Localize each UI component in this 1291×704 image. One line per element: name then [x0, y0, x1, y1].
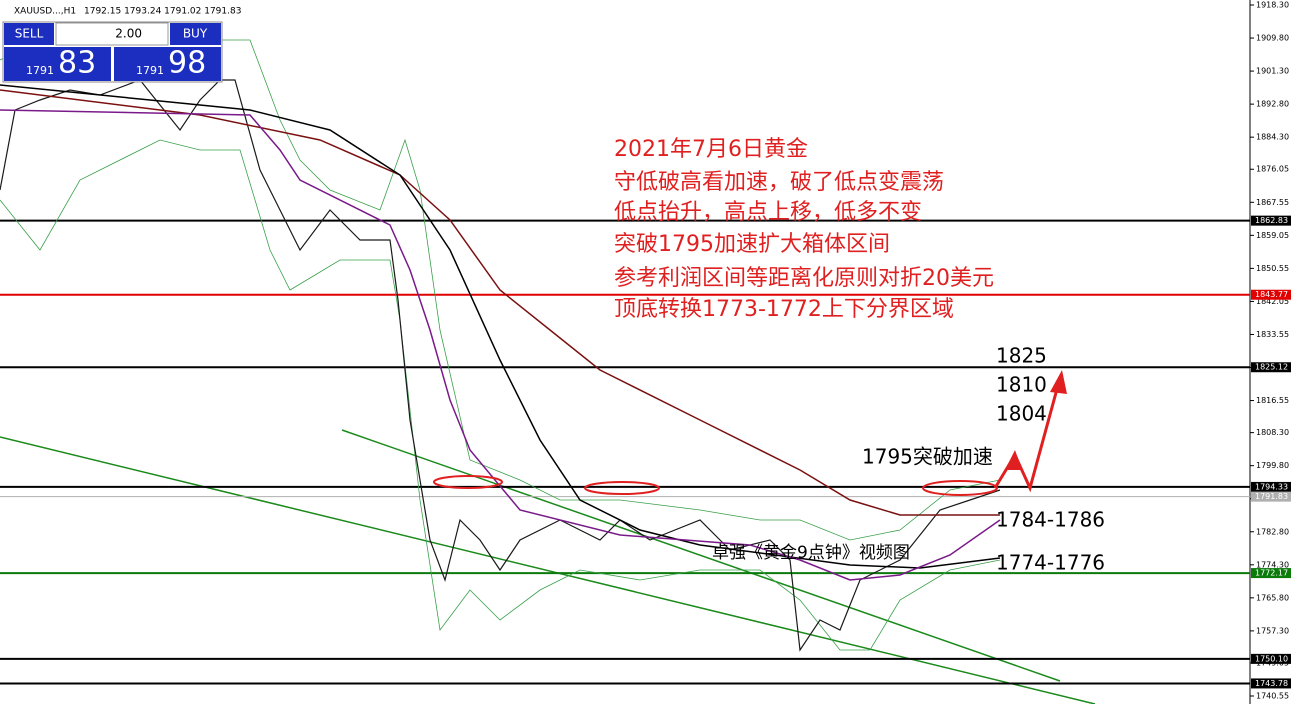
tick-label: 1884.30 — [1256, 133, 1289, 142]
level-tag — [1251, 568, 1291, 579]
watermark: 卓强《黄金9点钟》视频图 — [712, 543, 910, 563]
price-trace — [0, 79, 1001, 652]
level-tag — [1251, 481, 1291, 492]
target-label: 1804 — [996, 402, 1047, 426]
tick-label: 1774.30 — [1256, 560, 1289, 569]
level-tag — [1251, 491, 1291, 502]
lot-value: 2.00 — [115, 27, 142, 41]
tick-label: 1833.55 — [1256, 330, 1289, 339]
ask-big: 1791 — [136, 64, 164, 77]
ma-mid — [0, 84, 1001, 569]
tick-label: 1757.30 — [1256, 626, 1289, 635]
ask-small: 98 — [168, 46, 206, 81]
breakout-label: 1795突破加速 — [862, 445, 993, 469]
symbol: XAUUSD...,H1 — [14, 7, 76, 17]
channel-upper — [341, 429, 1061, 682]
annotations: 2021年7月6日黄金 守低破高看加速，破了低点变震荡 低点抬升，高点上移，低多… — [614, 137, 1105, 575]
tick-label: 1850.55 — [1256, 264, 1289, 273]
level-tag — [1251, 289, 1291, 300]
ask-box[interactable] — [114, 47, 221, 81]
tick-label: 1740.55 — [1256, 692, 1289, 701]
target-label: 1810 — [996, 373, 1047, 397]
ohlc: 1792.15 1793.24 1791.02 1791.83 — [84, 7, 241, 17]
level-tag — [1251, 362, 1291, 373]
tick-label: 1808.30 — [1256, 428, 1289, 437]
ma-fast — [0, 109, 1001, 581]
level-label: 1862.83 — [1255, 216, 1288, 225]
tick-label: 1867.55 — [1256, 198, 1289, 207]
annotation-line: 参考利润区间等距离化原则对折20美元 — [614, 266, 994, 291]
tick-label: 1842.05 — [1256, 297, 1289, 306]
level-label: 1750.10 — [1255, 654, 1288, 663]
tick-label: 1892.80 — [1256, 100, 1289, 109]
tick-label: 1782.80 — [1256, 527, 1289, 536]
annotation-line: 突破1795加速扩大箱体区间 — [614, 232, 890, 257]
highlight-ellipse — [584, 481, 660, 495]
tick-label: 1909.80 — [1256, 34, 1289, 43]
level-label: 1791.83 — [1255, 492, 1288, 501]
tick-label: 1799.80 — [1256, 461, 1289, 470]
highlight-ellipse — [922, 480, 998, 496]
tick-label: 1901.30 — [1256, 67, 1289, 76]
buy-button[interactable] — [170, 23, 221, 45]
annotation-line: 低点抬升，高点上移，低多不变 — [614, 200, 922, 225]
bid-box[interactable] — [4, 47, 111, 81]
zone-label: 1784-1786 — [996, 508, 1105, 532]
zone-label: 1774-1776 — [996, 551, 1105, 575]
bid-small: 83 — [58, 46, 96, 81]
level-lines — [0, 219, 1250, 685]
tick-label: 1859.05 — [1256, 231, 1289, 240]
tick-label: 1816.55 — [1256, 396, 1289, 405]
level-tag — [1251, 653, 1291, 664]
level-label: 1743.78 — [1255, 679, 1288, 688]
tick-label: 1876.05 — [1256, 165, 1289, 174]
buy-label: BUY — [183, 27, 208, 41]
tick-label: 1765.80 — [1256, 593, 1289, 602]
level-label: 1825.12 — [1255, 363, 1288, 372]
arrow-head — [1005, 450, 1022, 470]
level-tag — [1251, 678, 1291, 689]
price-axis: 1918.30 1909.80 1901.30 1892.80 1884.30 1876.… — [1250, 1, 1291, 701]
target-label: 1825 — [996, 344, 1047, 368]
level-label: 1772.17 — [1255, 569, 1288, 578]
lot-input[interactable] — [55, 22, 169, 46]
trade-panel: SELL 2.00 BUY 1791 83 1791 98 — [2, 21, 223, 83]
sell-label: SELL — [15, 27, 44, 41]
band-lower — [0, 139, 1001, 651]
arrow-path — [993, 377, 1062, 493]
annotation-line: 守低破高看加速，破了低点变震荡 — [614, 170, 944, 195]
annotation-line: 顶底转换1773-1772上下分界区域 — [614, 297, 954, 322]
level-label: 1794.33 — [1255, 482, 1288, 491]
tick-label: 1918.30 — [1256, 1, 1289, 10]
ma-slow — [0, 89, 1000, 516]
level-label: 1843.77 — [1255, 290, 1288, 299]
arrow-head — [1050, 370, 1067, 394]
highlight-ellipse — [433, 475, 503, 489]
level-tag — [1251, 215, 1291, 226]
band-upper — [0, 29, 1001, 541]
bid-big: 1791 — [26, 64, 54, 77]
sell-button[interactable] — [4, 23, 54, 45]
annotation-line: 2021年7月6日黄金 — [614, 137, 808, 162]
